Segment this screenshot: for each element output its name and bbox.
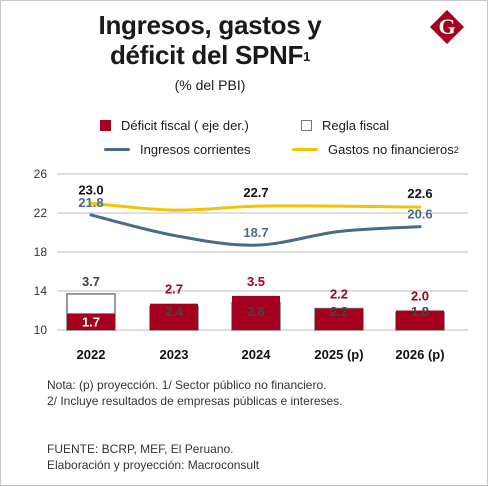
regla-data-label: 1.8 (411, 304, 429, 319)
x-tick-label: 2024 (242, 347, 272, 362)
regla-data-label: 2.4 (165, 304, 184, 319)
legend-gastos-footnote-mark: 2 (453, 144, 459, 155)
ingresos-data-label: 21.8 (78, 195, 103, 210)
gastos-data-label: 22.6 (407, 186, 432, 201)
chart-subtitle: (% del PBI) (174, 77, 246, 93)
deficit-bar (396, 310, 444, 330)
gestion-logo-icon: G (430, 10, 464, 44)
y-tick-label-10: 10 (34, 323, 48, 337)
deficit-bar (150, 303, 198, 330)
x-tick-label: 2022 (77, 347, 106, 362)
legend-ingresos-swatch (104, 148, 130, 151)
y-tick-label-18: 18 (34, 245, 48, 259)
legend-deficit-swatch (100, 120, 111, 131)
note-line-2: 2/ Incluye resultados de empresas públic… (47, 394, 343, 408)
legend-gastos-label: Gastos no financieros (328, 142, 454, 157)
legend-ingresos-label: Ingresos corrientes (140, 142, 251, 157)
deficit-bar (232, 295, 280, 330)
title-line-1: Ingresos, gastos y (98, 10, 322, 40)
y-tick-label-26: 26 (34, 167, 48, 181)
regla-data-label: 2.8 (247, 304, 265, 319)
title-line-2-text: déficit del SPNF (109, 40, 304, 70)
gastos-data-label: 22.7 (243, 185, 268, 200)
legend-gastos: Gastos no financieros 2 (292, 142, 459, 157)
source-line: FUENTE: BCRP, MEF, El Peruano. (47, 442, 234, 456)
x-tick-label: 2025 (p) (314, 347, 363, 362)
ingresos-data-label: 18.7 (243, 225, 268, 240)
y-tick-label-22: 22 (34, 206, 48, 220)
gastos-line (89, 201, 422, 212)
regla-data-label: 3.7 (82, 274, 100, 289)
title-line-2: déficit del SPNF1 (60, 40, 360, 70)
regla-data-label: 2.2 (330, 304, 348, 319)
legend-deficit-label: Déficit fiscal ( eje der.) (121, 118, 249, 133)
deficit-data-label: 1.7 (82, 315, 100, 330)
svg-text:G: G (438, 14, 455, 39)
legend-ingresos: Ingresos corrientes (104, 142, 251, 157)
y-tick-label-14: 14 (34, 284, 48, 298)
legend-regla-swatch (301, 120, 312, 131)
deficit-data-label: 3.5 (247, 274, 265, 289)
deficit-bar (315, 308, 363, 330)
gastos-data-label: 23.0 (78, 182, 103, 197)
legend-regla: Regla fiscal (301, 118, 389, 133)
chart-title: Ingresos, gastos y déficit del SPNF1 (60, 10, 360, 70)
legend-deficit: Déficit fiscal ( eje der.) (100, 118, 249, 133)
elaboration-line: Elaboración y proyección: Macroconsult (47, 458, 260, 472)
deficit-bar (67, 313, 115, 330)
deficit-data-label: 2.7 (165, 282, 183, 297)
x-tick-label: 2026 (p) (395, 347, 444, 362)
ingresos-data-label: 20.6 (407, 207, 432, 222)
chart-plot: 10 14 18 22 26 23.021.8 22.7 18.7 22.6 20.6 1.7 3.7… (34, 167, 468, 362)
legend-gastos-swatch (292, 148, 318, 151)
deficit-data-label: 2.0 (411, 289, 429, 304)
deficit-data-label: 2.2 (330, 287, 348, 302)
title-footnote-mark: 1 (303, 49, 311, 64)
legend-regla-label: Regla fiscal (322, 118, 390, 133)
x-tick-label: 2023 (160, 347, 189, 362)
ingresos-line (89, 213, 422, 247)
note-line-1: Nota: (p) proyección. 1/ Sector público … (47, 378, 327, 392)
